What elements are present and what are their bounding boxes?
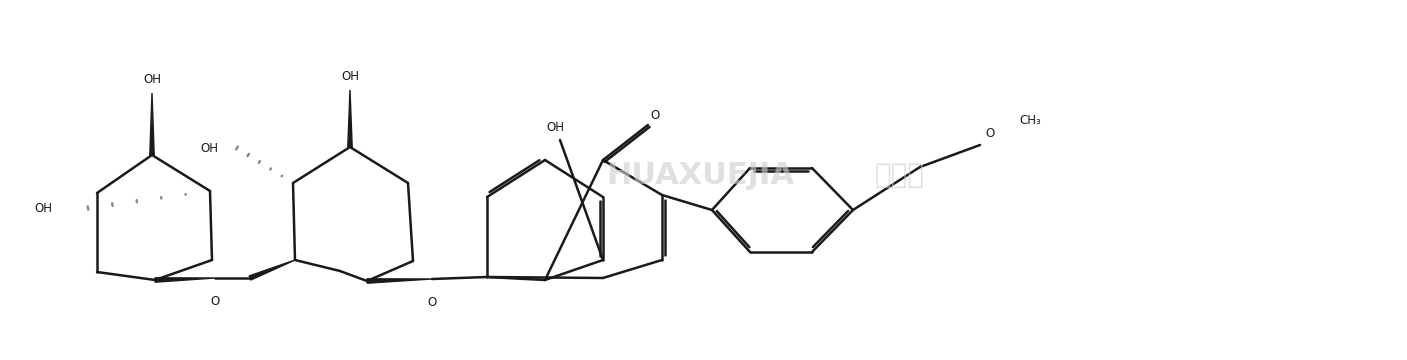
Text: OH: OH [200,141,218,154]
Text: O: O [211,295,219,308]
Text: OH: OH [34,202,52,215]
Polygon shape [348,90,352,147]
Text: OH: OH [144,72,160,86]
Polygon shape [249,260,295,280]
Text: HUAXUEJIA: HUAXUEJIA [606,161,794,189]
Text: CH₃: CH₃ [1019,113,1041,126]
Polygon shape [367,279,432,283]
Polygon shape [155,278,215,282]
Text: O: O [428,296,436,309]
Polygon shape [149,93,155,155]
Text: 化学加: 化学加 [875,161,924,189]
Text: O: O [985,126,995,140]
Text: O: O [650,108,660,122]
Text: OH: OH [546,121,564,134]
Text: OH: OH [340,69,359,82]
